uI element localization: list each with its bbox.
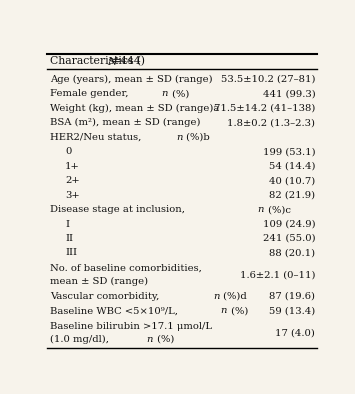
Text: 109 (24.9): 109 (24.9)	[263, 219, 315, 229]
Text: 87 (19.6): 87 (19.6)	[269, 292, 315, 301]
Text: 3+: 3+	[65, 191, 80, 200]
Text: n: n	[213, 292, 219, 301]
Text: 82 (21.9): 82 (21.9)	[269, 191, 315, 200]
Text: N: N	[107, 56, 116, 67]
Text: 0: 0	[65, 147, 71, 156]
Text: 1.6±2.1 (0–11): 1.6±2.1 (0–11)	[240, 270, 315, 279]
Text: n: n	[146, 335, 153, 344]
Text: n: n	[176, 133, 182, 142]
Text: 71.5±14.2 (41–138): 71.5±14.2 (41–138)	[214, 104, 315, 113]
Text: n: n	[257, 205, 264, 214]
Text: Baseline WBC <5×10⁹/L,: Baseline WBC <5×10⁹/L,	[50, 307, 181, 315]
Text: 17 (4.0): 17 (4.0)	[275, 328, 315, 337]
Text: Weight (kg), mean ± SD (range)a: Weight (kg), mean ± SD (range)a	[50, 104, 219, 113]
Text: Characteristics (: Characteristics (	[50, 56, 141, 67]
Text: 441 (99.3): 441 (99.3)	[263, 89, 315, 98]
Text: 53.5±10.2 (27–81): 53.5±10.2 (27–81)	[221, 75, 315, 84]
Text: Female gender,: Female gender,	[50, 89, 131, 98]
Text: =444): =444)	[112, 56, 146, 67]
Text: Vascular comorbidity,: Vascular comorbidity,	[50, 292, 162, 301]
Text: Baseline bilirubin >17.1 μmol/L: Baseline bilirubin >17.1 μmol/L	[50, 322, 212, 331]
Text: (1.0 mg/dl),: (1.0 mg/dl),	[50, 335, 112, 344]
Text: n: n	[161, 89, 168, 98]
Text: BSA (m²), mean ± SD (range): BSA (m²), mean ± SD (range)	[50, 118, 200, 127]
Text: 241 (55.0): 241 (55.0)	[263, 234, 315, 243]
Text: I: I	[65, 219, 69, 229]
Text: Age (years), mean ± SD (range): Age (years), mean ± SD (range)	[50, 75, 213, 84]
Text: 2+: 2+	[65, 176, 80, 185]
Text: 59 (13.4): 59 (13.4)	[269, 307, 315, 315]
Text: (%)d: (%)d	[220, 292, 247, 301]
Text: (%)c: (%)c	[265, 205, 291, 214]
Text: 54 (14.4): 54 (14.4)	[269, 162, 315, 171]
Text: 40 (10.7): 40 (10.7)	[269, 176, 315, 185]
Text: 1+: 1+	[65, 162, 80, 171]
Text: 1.8±0.2 (1.3–2.3): 1.8±0.2 (1.3–2.3)	[227, 118, 315, 127]
Text: 199 (53.1): 199 (53.1)	[263, 147, 315, 156]
Text: II: II	[65, 234, 73, 243]
Text: (%)b: (%)b	[184, 133, 210, 142]
Text: 88 (20.1): 88 (20.1)	[269, 249, 315, 258]
Text: n: n	[220, 307, 227, 315]
Text: mean ± SD (range): mean ± SD (range)	[50, 277, 148, 286]
Text: III: III	[65, 249, 77, 258]
Text: No. of baseline comorbidities,: No. of baseline comorbidities,	[50, 264, 202, 273]
Text: (%): (%)	[154, 335, 174, 344]
Text: (%): (%)	[228, 307, 248, 315]
Text: Disease stage at inclusion,: Disease stage at inclusion,	[50, 205, 188, 214]
Text: HER2/Neu status,: HER2/Neu status,	[50, 133, 144, 142]
Text: (%): (%)	[169, 89, 189, 98]
